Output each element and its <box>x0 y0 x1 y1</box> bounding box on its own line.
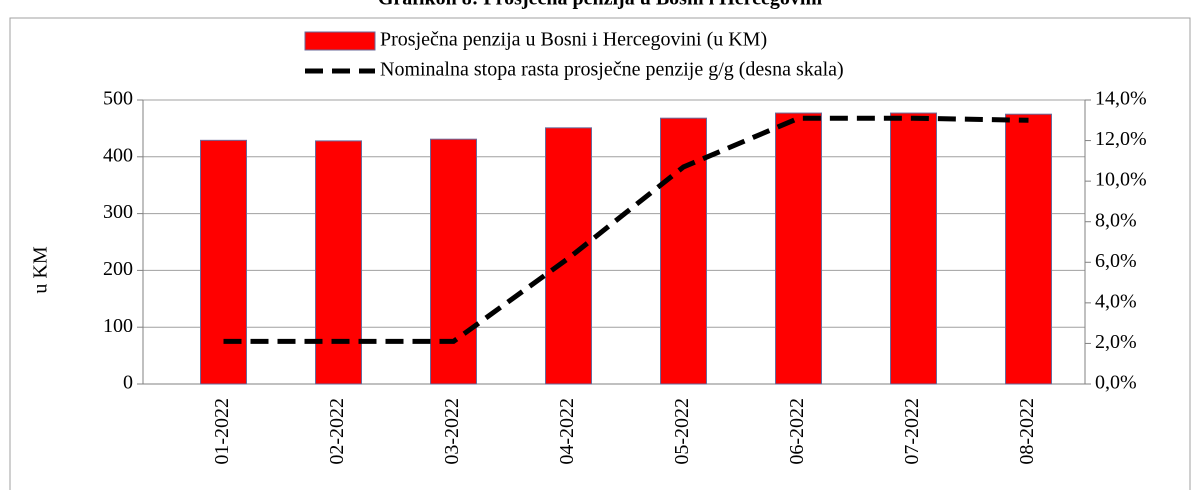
y2-tick-label: 10,0% <box>1095 169 1147 191</box>
y2-tick-label: 6,0% <box>1095 250 1137 272</box>
x-tick-label: 02-2022 <box>326 398 348 465</box>
bar <box>545 127 592 385</box>
bar <box>200 139 247 385</box>
y-axis-label: u KM <box>30 246 52 293</box>
bar <box>890 112 937 385</box>
y-tick-label: 200 <box>103 258 133 280</box>
chart-title: Grafikon 8: Prosječna penzija u Bosni i … <box>378 0 823 10</box>
y2-tick-label: 14,0% <box>1095 88 1147 110</box>
x-tick-label: 04-2022 <box>556 398 578 465</box>
legend-label: Prosječna penzija u Bosni i Hercegovini … <box>380 29 767 51</box>
x-tick-label: 01-2022 <box>211 398 233 465</box>
y-tick-label: 500 <box>103 88 133 110</box>
y2-tick-label: 8,0% <box>1095 209 1137 231</box>
x-tick-label: 06-2022 <box>786 398 808 465</box>
bar <box>430 138 477 385</box>
legend-label: Nominalna stopa rasta prosječne penzije … <box>380 59 844 81</box>
y-tick-label: 400 <box>103 144 133 166</box>
y-tick-label: 0 <box>123 372 133 394</box>
y-tick-label: 300 <box>103 201 133 223</box>
y2-tick-label: 4,0% <box>1095 290 1137 312</box>
x-tick-label: 05-2022 <box>671 398 693 465</box>
y2-tick-label: 2,0% <box>1095 331 1137 353</box>
y-tick-label: 100 <box>103 315 133 337</box>
y2-tick-label: 12,0% <box>1095 128 1147 150</box>
bar <box>1005 113 1052 385</box>
line <box>223 115 1029 344</box>
x-tick-label: 03-2022 <box>441 398 463 465</box>
y2-tick-label: 0,0% <box>1095 372 1137 394</box>
bar <box>660 117 707 385</box>
x-tick-label: 08-2022 <box>1016 398 1038 465</box>
legend-swatch <box>304 31 376 51</box>
chart-frame <box>9 17 1191 490</box>
x-tick-label: 07-2022 <box>901 398 923 465</box>
bar <box>315 140 362 385</box>
bar <box>775 112 822 385</box>
